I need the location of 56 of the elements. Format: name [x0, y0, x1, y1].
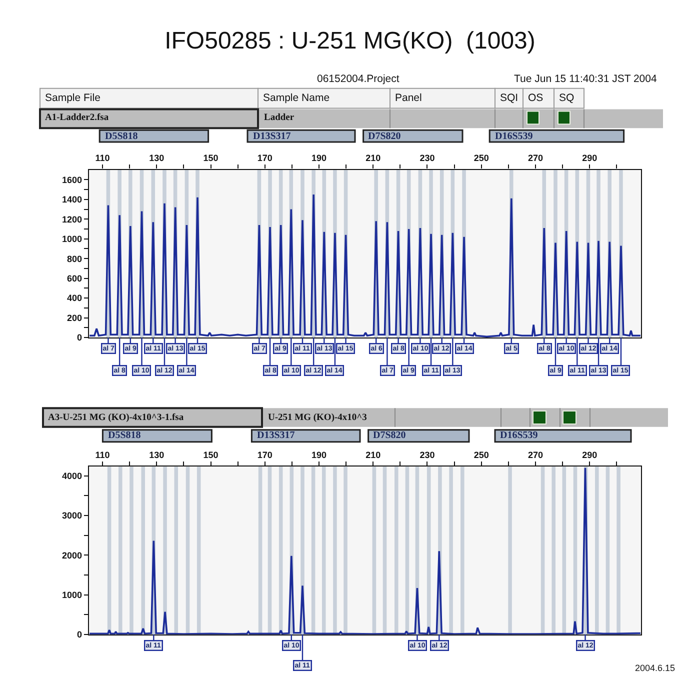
text: D13S317	[257, 430, 295, 441]
x-tick-label: 150	[203, 450, 218, 460]
y-tick-label: 1000	[62, 590, 82, 600]
text: D7S820	[373, 430, 406, 441]
y-tick-label: 600	[67, 274, 82, 284]
y-tick-label: 3000	[62, 510, 82, 521]
y-tick-label: 0	[77, 630, 82, 640]
text: D5S818	[108, 430, 141, 441]
x-tick-label: 230	[420, 153, 435, 164]
x-tick-label: 190	[311, 450, 327, 460]
x-tick-label: 110	[95, 153, 110, 164]
text: A3-U-251 MG (KO)-4x10^3-1.fsa	[48, 413, 184, 423]
chart-title: IFO50285 : U-251 MG(KO) (1003)	[164, 27, 536, 54]
y-tick-label: 1600	[62, 174, 82, 185]
y-tick-label: 2000	[62, 550, 82, 560]
text: SQI	[500, 92, 518, 104]
text: SQ	[559, 92, 574, 104]
text: D16S539	[500, 430, 538, 441]
text: D13S317	[253, 131, 291, 142]
x-tick-label: 250	[474, 153, 489, 164]
text: Sample Name	[263, 92, 330, 104]
x-tick-label: 130	[149, 153, 164, 164]
x-tick-label: 270	[528, 450, 543, 460]
text: 06152004.Project	[317, 73, 400, 85]
y-tick-label: 1200	[62, 214, 82, 224]
x-tick-label: 110	[95, 450, 110, 460]
x-tick-label: 210	[366, 450, 381, 460]
x-tick-label: 290	[582, 450, 598, 460]
x-tick-label: 150	[203, 153, 218, 164]
y-tick-label: 4000	[62, 470, 82, 481]
y-tick-label: 400	[67, 293, 82, 304]
x-tick-label: 170	[257, 153, 272, 164]
x-tick-label: 130	[149, 450, 164, 460]
text: OS	[528, 92, 544, 104]
y-tick-label: 0	[77, 332, 82, 343]
text: Tue Jun 15 11:40:31 JST 2004	[514, 73, 657, 85]
text: D16S539	[495, 131, 533, 142]
x-tick-label: 190	[311, 153, 327, 164]
y-tick-label: 1400	[62, 194, 82, 205]
text: Sample File	[45, 92, 101, 104]
y-tick-label: 200	[67, 312, 82, 323]
x-tick-label: 250	[474, 450, 489, 460]
x-tick-label: 270	[528, 153, 543, 164]
x-tick-label: 210	[366, 153, 381, 164]
y-tick-label: 1000	[62, 234, 82, 244]
text: A1-Ladder2.fsa	[45, 113, 109, 123]
x-tick-label: 230	[420, 450, 435, 460]
text: U-251 MG (KO)-4x10^3	[268, 413, 368, 423]
text: D5S818	[105, 131, 138, 142]
text: Ladder	[264, 113, 295, 123]
x-tick-label: 290	[582, 153, 598, 164]
y-tick-label: 800	[67, 254, 82, 264]
text: D7S820	[368, 131, 401, 142]
x-tick-label: 170	[257, 450, 272, 460]
text: Panel	[395, 92, 422, 104]
text: 2004.6.15	[635, 663, 676, 673]
